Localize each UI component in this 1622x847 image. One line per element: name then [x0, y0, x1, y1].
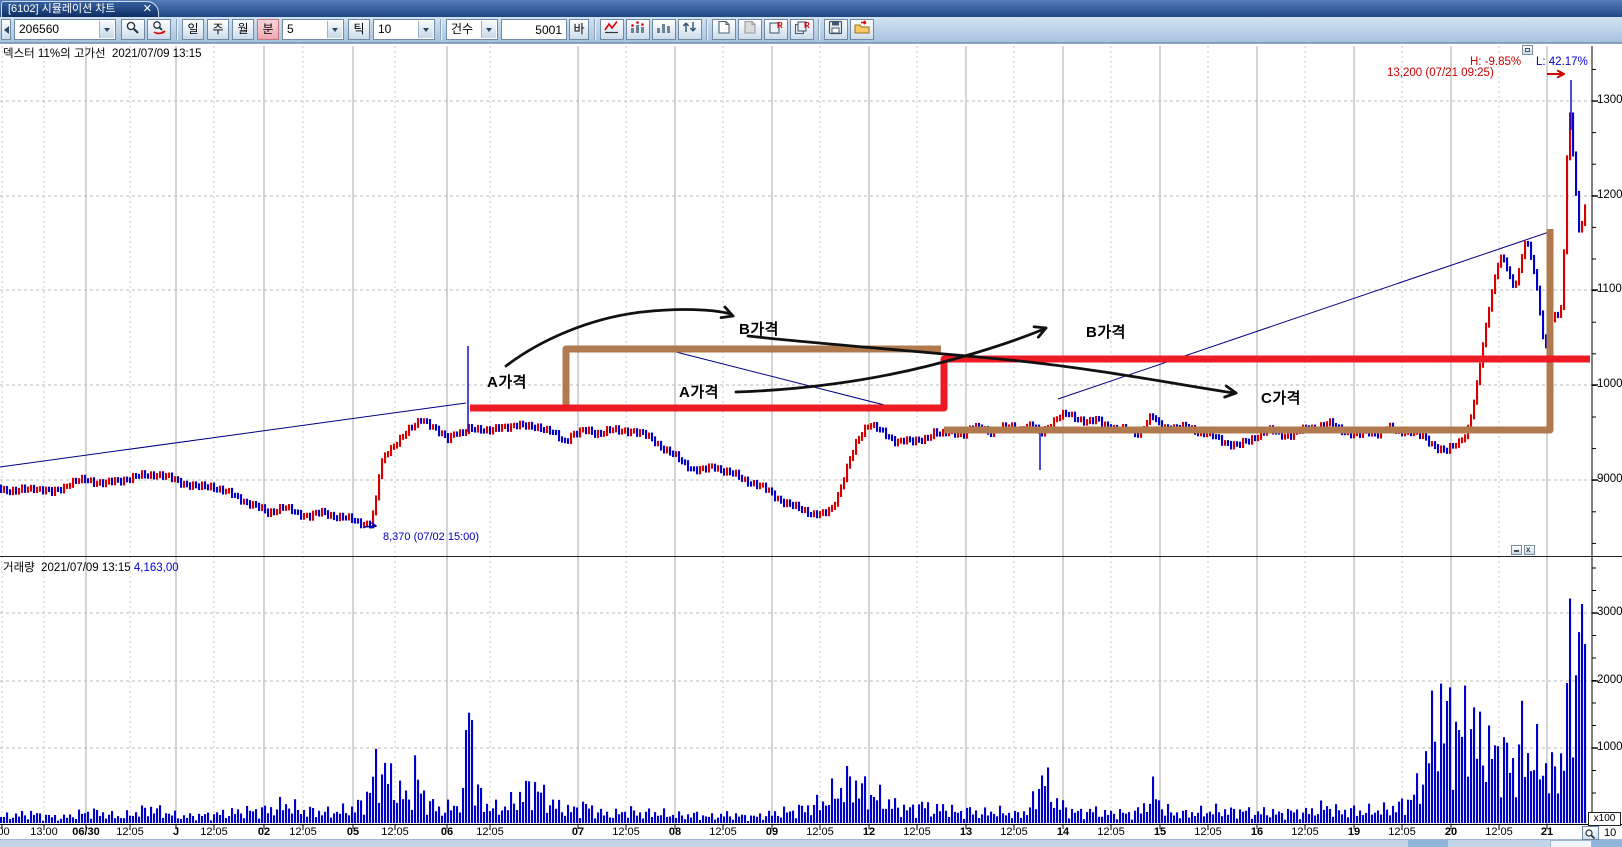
x-axis-label: :00: [0, 826, 10, 838]
stock-indicator-label: 덱스터 11%의 고가선: [3, 48, 106, 60]
x-axis-label: 12:05: [1000, 826, 1028, 838]
x-axis-label: 12:05: [1388, 826, 1416, 838]
scrollbar-segment[interactable]: [1408, 840, 1448, 847]
trading-app-window: [6102] 시뮬레이션 차트 ✕ 206560 일 주 월 분 5 틱 10: [0, 0, 1622, 847]
x-axis-label: 12:05: [1291, 826, 1319, 838]
volume-axis-label: 1000: [1597, 741, 1622, 753]
price-axis-label: 1000: [1597, 378, 1622, 390]
price-datetime: 2021/07/09 13:15: [112, 48, 202, 60]
volume-value: 4,163,00: [134, 562, 179, 574]
magnifier-icon: [1584, 828, 1597, 840]
x-axis-label: 12:05: [200, 826, 228, 838]
volume-pane-minimize-button[interactable]: [1511, 545, 1522, 555]
x-axis-label: 12:05: [381, 826, 409, 838]
x-axis-label: 12:05: [116, 826, 144, 838]
price-axis-label: 1300: [1597, 94, 1622, 106]
x-axis-label: 12:05: [476, 826, 504, 838]
x-axis-label: 08: [669, 826, 681, 838]
high-price-marker: 13,200 (07/21 09:25): [1387, 67, 1494, 79]
x-axis-label: 06: [441, 826, 453, 838]
x-axis-label: J: [173, 826, 179, 838]
x-axis-label: 12:05: [806, 826, 834, 838]
price-axis-label: 1100: [1597, 283, 1622, 295]
x-axis-label: 12:05: [289, 826, 317, 838]
annotation-c-price: C가격: [1261, 387, 1301, 408]
chart-canvas[interactable]: [0, 0, 1622, 847]
x-axis-label: 12: [863, 826, 875, 838]
x-axis-label: 09: [766, 826, 778, 838]
price-axis-label: 9000: [1597, 473, 1622, 485]
annotation-a-price-mid: A가격: [679, 381, 719, 402]
scrollbar-segment[interactable]: [1592, 840, 1622, 847]
volume-unit-label: x100: [1588, 812, 1621, 826]
price-pane-restore-button[interactable]: [1522, 45, 1533, 55]
volume-pane-header: 거래량 2021/07/09 13:15 4,163,00: [3, 559, 179, 575]
x-axis-label: 13:00: [30, 826, 58, 838]
x-axis-label: 12:05: [709, 826, 737, 838]
low-percent-label: L: 42.17%: [1536, 56, 1588, 68]
volume-label: 거래량: [3, 562, 35, 574]
x-axis-label: 14: [1057, 826, 1069, 838]
price-pane-header: 덱스터 11%의 고가선 2021/07/09 13:15: [3, 45, 202, 61]
x-axis-label: 12:05: [612, 826, 640, 838]
volume-bars: [0, 599, 1586, 823]
x-axis-label: 12:05: [903, 826, 931, 838]
horizontal-scrollbar[interactable]: [0, 839, 1622, 847]
close-icon: x: [1526, 545, 1530, 555]
x-axis-label: 05: [347, 826, 359, 838]
volume-pane-close-button[interactable]: x: [1524, 545, 1535, 555]
low-price-marker: 8,370 (07/02 15:00): [383, 531, 479, 543]
volume-axis-label: 2000: [1597, 674, 1622, 686]
candlesticks: [0, 113, 1586, 529]
zoom-button[interactable]: [1582, 826, 1599, 840]
x-axis-label: 06/30: [72, 826, 100, 838]
overlay-shapes: [470, 229, 1590, 430]
x-axis-label: 21: [1541, 826, 1553, 838]
volume-axis-label: 3000: [1597, 606, 1622, 618]
x-axis-label: 13: [960, 826, 972, 838]
annotation-b-price-right: B가격: [1086, 321, 1126, 342]
restore-icon: [1525, 48, 1530, 52]
x-axis-label: 16: [1251, 826, 1263, 838]
minimize-icon: [1514, 550, 1519, 552]
x-axis-label: 19: [1348, 826, 1360, 838]
scrollbar-thumb[interactable]: [1550, 840, 1592, 847]
volume-datetime: 2021/07/09 13:15: [41, 562, 131, 574]
annotation-b-price-left: B가격: [739, 318, 779, 339]
annotation-a-price-left: A가격: [487, 371, 527, 392]
zoom-value-label: 10: [1604, 827, 1616, 839]
x-axis-label: 15: [1154, 826, 1166, 838]
x-axis-label: 02: [258, 826, 270, 838]
x-axis-label: 12:05: [1485, 826, 1513, 838]
x-axis-label: 20: [1445, 826, 1457, 838]
x-axis-label: 07: [572, 826, 584, 838]
x-axis-label: 12:05: [1097, 826, 1125, 838]
price-axis-label: 1200: [1597, 189, 1622, 201]
price-markers: [364, 71, 1564, 528]
x-axis-label: 12:05: [1194, 826, 1222, 838]
